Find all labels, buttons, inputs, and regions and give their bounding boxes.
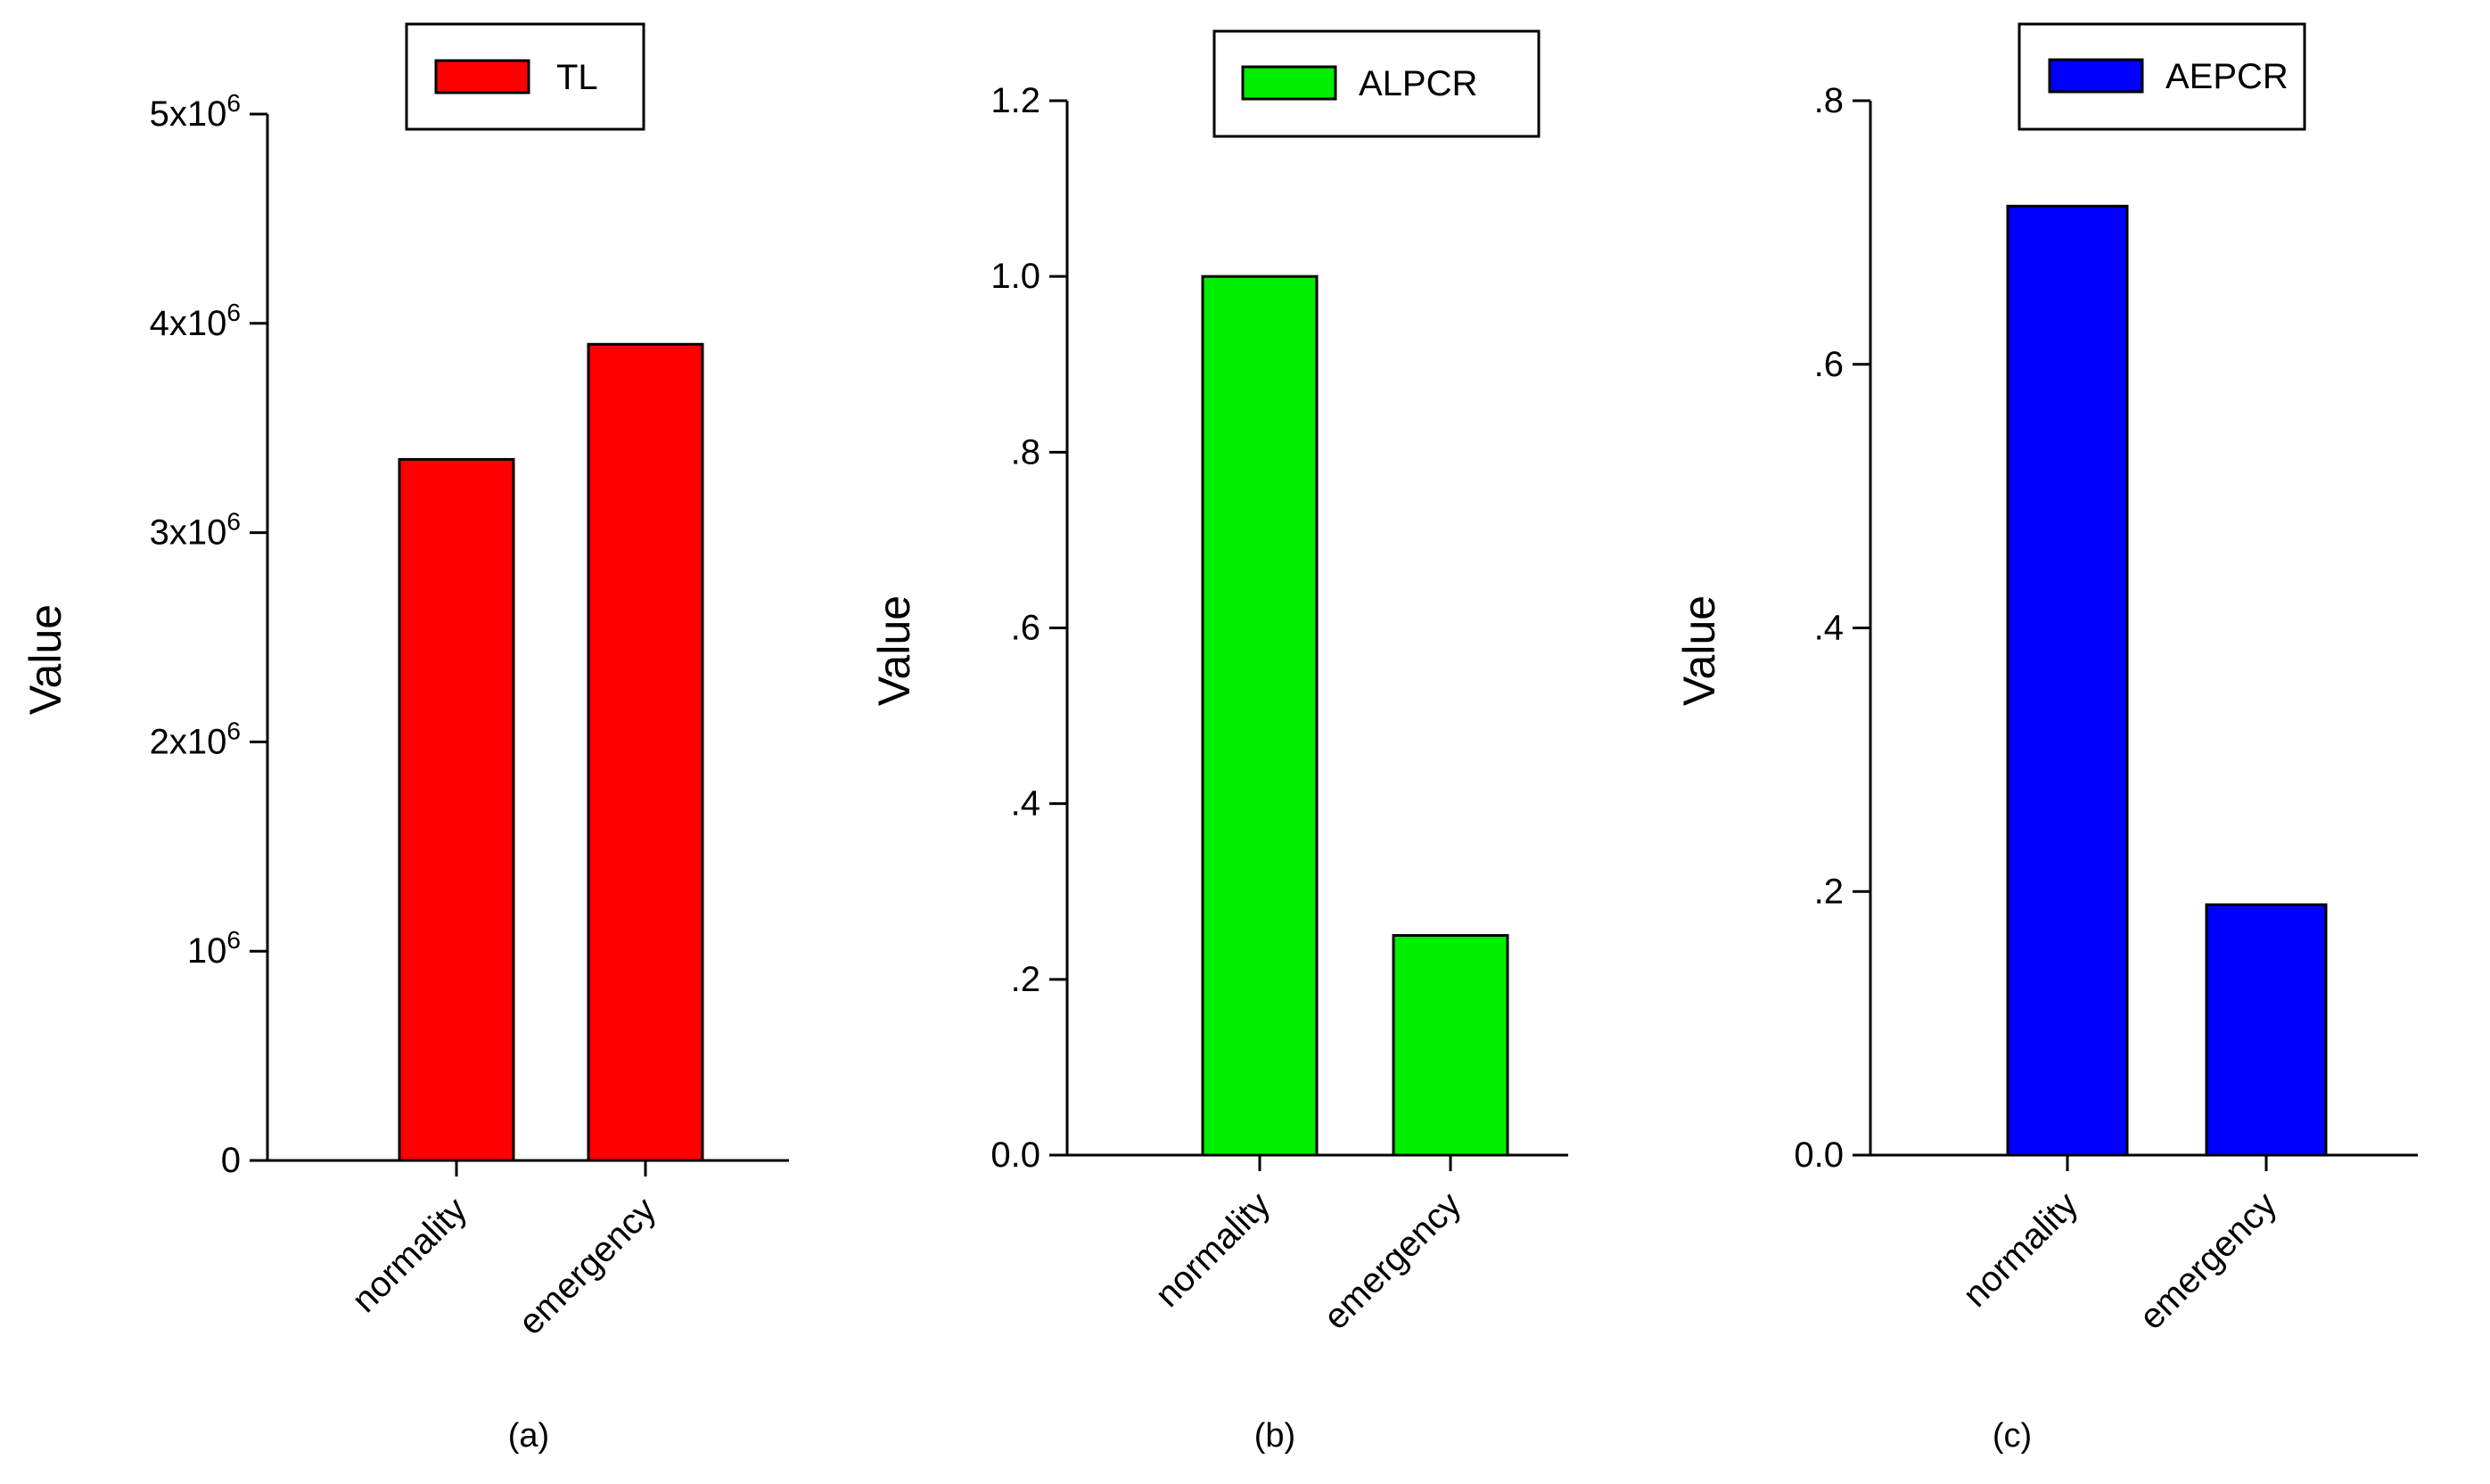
y-tick-label: 0 (221, 1141, 241, 1180)
legend-label: AEPCR (2165, 57, 2289, 96)
y-tick-label: .4 (1814, 609, 1844, 648)
y-axis-title: Value (21, 604, 70, 715)
x-tick-label-emergency: emergency (2132, 1185, 2284, 1337)
legend-label: TL (556, 58, 598, 97)
x-tick-label-emergency: emergency (1316, 1185, 1468, 1337)
y-tick-label: .4 (1011, 784, 1040, 824)
bar-emergency (587, 342, 704, 1162)
y-tick-label: 1.0 (990, 257, 1040, 296)
legend-swatch (1241, 65, 1337, 101)
legend: ALPCR (1212, 29, 1541, 138)
bar-normality (2006, 204, 2129, 1157)
x-tick-label-emergency: emergency (511, 1190, 663, 1342)
y-tick-label: 2x106 (150, 717, 241, 761)
y-tick-label: 0.0 (990, 1136, 1040, 1175)
panel-label: (b) (1254, 1417, 1295, 1455)
legend: AEPCR (2017, 22, 2306, 131)
y-tick-label: 106 (187, 926, 241, 971)
y-tick-label: .2 (1814, 872, 1844, 911)
bar-emergency (1392, 934, 1509, 1157)
x-tick-label-normality: normality (1956, 1185, 2086, 1315)
y-tick-label: .6 (1814, 345, 1844, 384)
legend: TL (405, 22, 645, 131)
panel-a-tl-chart: 0 106 2x106 3x106 4x106 5x106 normality emergen… (21, 22, 789, 1455)
y-tick-label: .8 (1011, 432, 1040, 471)
panel-c-aepcr-chart: 0.0 .2 .4 .6 .8 normality emergency Value AEPCR (… (1674, 22, 2418, 1455)
y-tick-label: 5x106 (150, 89, 241, 134)
panel-label: (a) (508, 1417, 549, 1455)
bar-emergency (2205, 903, 2328, 1157)
panel-label: (c) (1993, 1417, 2032, 1455)
y-tick-label: 4x106 (150, 299, 241, 343)
y-axis-title: Value (1674, 595, 1724, 706)
y-tick-label: .8 (1814, 81, 1844, 120)
bar-normality (1201, 275, 1319, 1157)
legend-swatch (2048, 58, 2144, 94)
legend-label: ALPCR (1359, 64, 1477, 103)
bar-normality (398, 457, 515, 1162)
x-tick-label-normality: normality (1148, 1185, 1278, 1315)
y-axis-title: Value (869, 595, 919, 706)
panel-b-alpcr-chart: 0.0 .2 .4 .6 .8 1.0 1.2 normality emergency Value… (869, 29, 1568, 1455)
y-tick-label: 3x106 (150, 508, 241, 553)
y-tick-label: .2 (1011, 960, 1040, 999)
legend-swatch (434, 59, 530, 94)
x-tick-label-normality: normality (345, 1190, 475, 1320)
y-tick-label: .6 (1011, 609, 1040, 648)
y-tick-label: 1.2 (990, 81, 1040, 120)
y-tick-label: 0.0 (1794, 1136, 1844, 1175)
